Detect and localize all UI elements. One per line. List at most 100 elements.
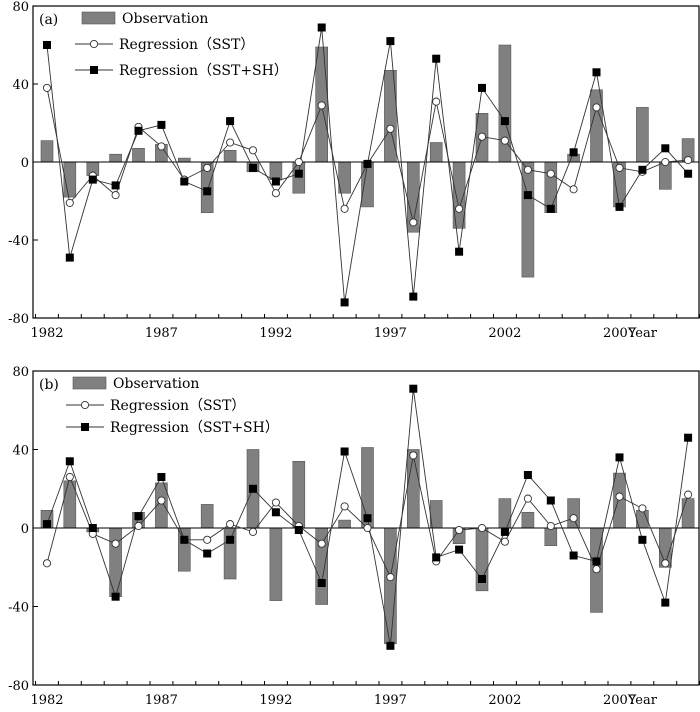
sst-sh-point-1998 xyxy=(409,384,418,393)
sst-sh-point-1987 xyxy=(157,120,166,129)
sst-point-2006 xyxy=(592,565,601,574)
sst-point-1997 xyxy=(386,124,395,133)
sst-sh-point-1994 xyxy=(317,23,326,32)
sst-sh-point-2002 xyxy=(500,117,509,126)
y-tick-label: 80 xyxy=(12,365,29,380)
observation-bar-1994 xyxy=(315,527,329,605)
legend-sst-sh-marker xyxy=(90,66,98,74)
sst-sh-point-2000 xyxy=(455,247,464,256)
sst-sh-point-2000 xyxy=(455,545,464,554)
observation-bar-2005 xyxy=(567,498,580,529)
sst-sh-point-2009 xyxy=(661,598,670,607)
observation-bar-1998 xyxy=(406,449,420,529)
sst-point-1987 xyxy=(157,496,166,505)
sst-point-1982 xyxy=(42,83,52,92)
sst-point-1995 xyxy=(340,204,349,213)
sst-sh-point-1999 xyxy=(432,553,441,562)
sst-sh-point-2008 xyxy=(638,535,647,544)
sst-point-1989 xyxy=(203,163,212,172)
x-tick-label: 1987 xyxy=(145,326,178,341)
sst-point-2004 xyxy=(546,169,555,178)
sst-point-2000 xyxy=(455,525,464,535)
sst-sh-point-1984 xyxy=(88,524,97,532)
y-tick-label: -80 xyxy=(8,312,29,327)
sst-point-1998 xyxy=(409,451,418,460)
observation-bar-2006 xyxy=(590,89,603,163)
sst-sh-point-2002 xyxy=(500,527,509,536)
observation-bar-2003 xyxy=(521,511,535,529)
sst-point-2003 xyxy=(523,165,532,174)
sst-sh-point-1993 xyxy=(294,169,303,178)
observation-bar-1990 xyxy=(223,150,237,163)
x-tick-label: 1997 xyxy=(374,326,407,341)
x-tick-label: 1997 xyxy=(374,693,407,708)
legend-sst-marker xyxy=(80,400,90,410)
observation-bar-1990 xyxy=(223,527,237,580)
sst-point-2008 xyxy=(638,504,647,513)
sst-point-1991 xyxy=(248,146,258,155)
sst-sh-point-2005 xyxy=(569,551,578,560)
sst-point-2007 xyxy=(615,163,624,172)
sst-sh-point-1997 xyxy=(386,37,395,46)
observation-bar-1992 xyxy=(269,161,283,180)
legend-sst-label: Regression（SST） xyxy=(110,398,245,414)
x-tick-label: 2007 xyxy=(603,326,636,341)
sst-point-2001 xyxy=(477,132,487,141)
observation-bar-2003 xyxy=(521,161,535,278)
legend-sst-sh-label: Regression（SST+SH） xyxy=(110,420,279,436)
sst-point-2002 xyxy=(500,136,509,145)
sst-point-2009 xyxy=(661,559,670,568)
sst-sh-point-1996 xyxy=(363,159,372,168)
sst-sh-point-1986 xyxy=(134,512,143,521)
sst-sh-point-2001 xyxy=(478,575,486,583)
sst-point-1994 xyxy=(317,539,326,548)
sst-sh-point-1994 xyxy=(317,579,326,587)
observation-bar-1982 xyxy=(40,140,54,163)
sst-point-1987 xyxy=(157,142,166,151)
sst-sh-point-2001 xyxy=(478,83,486,92)
sst-point-2007 xyxy=(615,492,624,501)
sst-point-1990 xyxy=(226,138,235,147)
observation-bar-1999 xyxy=(429,142,443,163)
x-tick-label: 1982 xyxy=(30,326,63,341)
sst-sh-point-2007 xyxy=(615,202,624,211)
sst-sh-point-1996 xyxy=(363,514,372,523)
sst-point-1997 xyxy=(386,573,395,582)
x-tick-label: 1987 xyxy=(145,693,178,708)
sst-sh-point-1987 xyxy=(157,473,166,481)
sst-point-1992 xyxy=(271,189,280,198)
sst-sh-point-1997 xyxy=(386,641,395,650)
legend-observation-label: Observation xyxy=(122,11,208,27)
legend-sst-label: Regression（SST） xyxy=(119,37,254,53)
sst-sh-point-1985 xyxy=(111,181,120,190)
sst-point-1994 xyxy=(317,101,326,110)
sst-sh-point-2006 xyxy=(592,557,601,566)
sst-point-2000 xyxy=(455,204,464,213)
sst-point-1983 xyxy=(65,472,74,482)
x-axis-label: Year xyxy=(627,693,658,708)
y-tick-label: 0 xyxy=(21,522,29,537)
sst-sh-point-1989 xyxy=(203,187,212,196)
legend-sst-marker xyxy=(89,39,99,49)
sst-sh-point-1983 xyxy=(65,457,74,466)
sst-sh-point-1982 xyxy=(43,41,51,49)
legend-observation-swatch xyxy=(81,11,116,25)
observation-bar-2002 xyxy=(498,498,512,529)
observation-bar-1992 xyxy=(269,527,283,601)
sst-point-1995 xyxy=(340,502,349,511)
x-tick-label: 1992 xyxy=(259,326,292,341)
observation-bar-1988 xyxy=(178,527,191,572)
legend-sst-sh-marker xyxy=(81,423,89,431)
sst-sh-point-1995 xyxy=(340,298,349,307)
sst-point-1983 xyxy=(65,198,74,207)
sst-sh-point-1988 xyxy=(180,177,189,186)
x-tick-label: 2002 xyxy=(488,693,521,708)
x-tick-label: 2007 xyxy=(603,693,636,708)
sst-sh-point-2003 xyxy=(523,471,532,479)
sst-point-1982 xyxy=(42,559,52,568)
sst-point-1992 xyxy=(271,498,280,507)
sst-point-2010 xyxy=(684,156,693,165)
observation-bar-1988 xyxy=(178,157,191,163)
sst-point-1989 xyxy=(203,535,212,544)
